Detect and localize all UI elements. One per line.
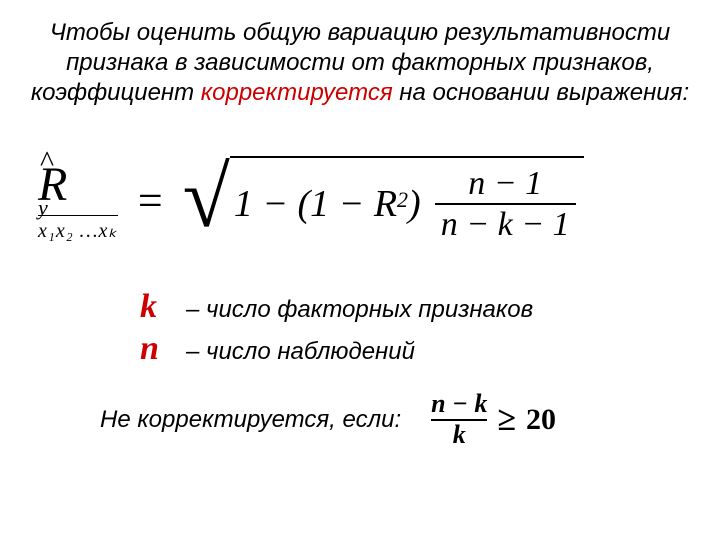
condition-row: Не корректируется, если: n − k k ≥ 20 [100, 390, 690, 449]
frac-num: n − 1 [462, 164, 548, 203]
radicand: 1 − (1 − R2) n − 1 n − k − 1 [230, 156, 584, 244]
correction-fraction: n − 1 n − k − 1 [435, 164, 576, 244]
condition-formula: n − k k ≥ 20 [431, 390, 556, 449]
radicand-sup: 2 [397, 187, 408, 213]
slide: Чтобы оценить общую вариацию результатив… [0, 0, 720, 459]
n-symbol: n [140, 330, 186, 368]
sqrt: √ 1 − (1 − R2) n − 1 n − k − 1 [183, 156, 584, 244]
radicand-text: 1 − (1 − R [234, 182, 397, 226]
equals-sign: = [138, 175, 163, 226]
cond-fraction: n − k k [431, 390, 487, 449]
def-k: k – число факторных признаков [140, 288, 690, 326]
definitions: k – число факторных признаков n – число … [140, 288, 690, 368]
k-text: – число факторных признаков [186, 296, 533, 324]
title-part2: на основании выражения: [393, 79, 690, 106]
title-highlight: корректируется [201, 79, 393, 106]
condition-text: Не корректируется, если: [100, 406, 401, 434]
cond-frac-den: k [453, 421, 466, 450]
frac-den: n − k − 1 [435, 205, 576, 244]
def-n: n – число наблюдений [140, 330, 690, 368]
cond-rhs: 20 [526, 403, 556, 437]
geq-symbol: ≥ [497, 401, 516, 439]
main-formula: ^ R y x₁x₂ …xₖ = √ 1 − (1 − R2) n − 1 n … [38, 140, 690, 260]
n-text: – число наблюдений [186, 338, 415, 366]
k-symbol: k [140, 288, 186, 326]
hat-symbol: ^ [40, 145, 54, 179]
lhs-rhat: ^ R y x₁x₂ …xₖ [38, 157, 118, 243]
cond-frac-num: n − k [431, 390, 487, 419]
radicand-close: ) [408, 182, 421, 226]
title-paragraph: Чтобы оценить общую вариацию результатив… [30, 18, 690, 108]
sub-x: x₁x₂ …xₖ [38, 215, 118, 243]
radical-icon: √ [183, 172, 230, 224]
